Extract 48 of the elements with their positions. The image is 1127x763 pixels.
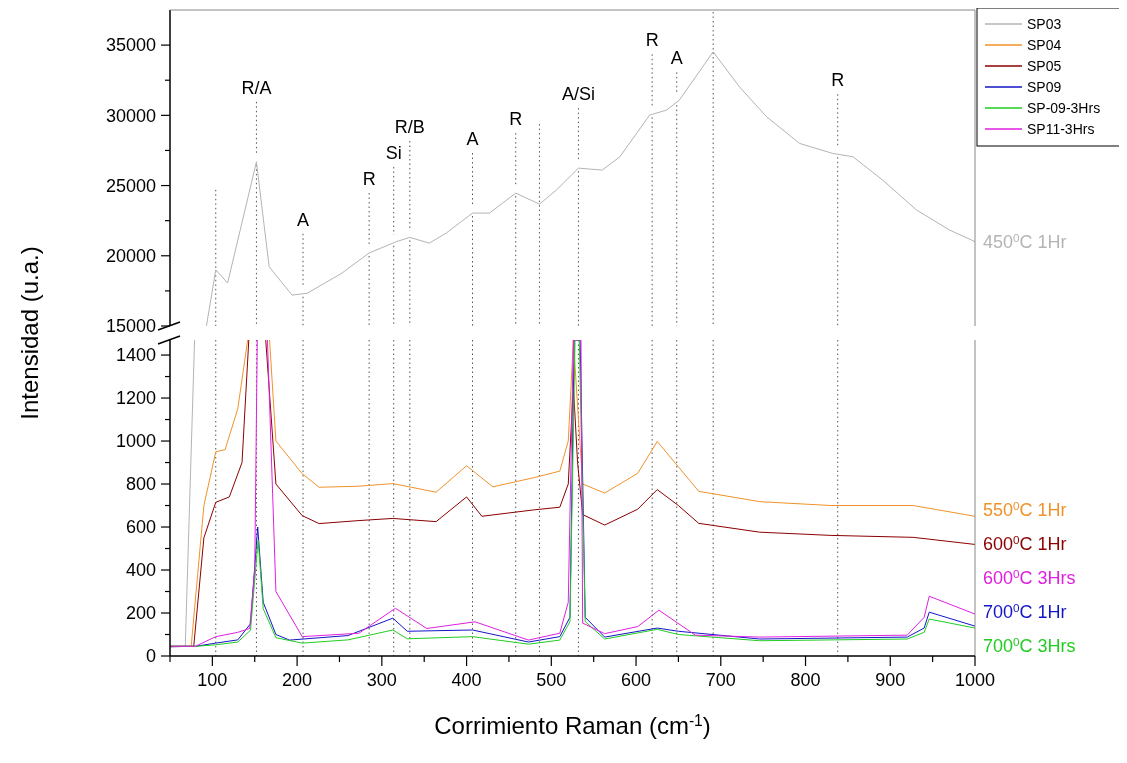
legend-label: SP-09-3Hrs: [1027, 99, 1101, 116]
y-tick-label: 35000: [105, 35, 156, 56]
legend-label: SP09: [1027, 78, 1062, 95]
y-axis-title: Intensidad (u.a.): [16, 246, 43, 420]
x-tick-label: 400: [451, 670, 482, 690]
text: 700$^{0}$C 1Hr: [983, 600, 1067, 623]
y-tick-label: 800: [125, 474, 156, 495]
ref-line-label: Si: [385, 142, 402, 163]
y-tick-label: 30000: [105, 105, 156, 126]
text: 600$^{0}$C 1Hr: [983, 532, 1067, 555]
legend-label: SP05: [1027, 57, 1062, 74]
legend-label: SP11-3Hrs: [1027, 120, 1095, 137]
x-tick-label: 900: [875, 670, 906, 690]
text: 600$^{0}$C 3Hrs: [983, 566, 1076, 589]
y-tick-label: 1000: [115, 431, 156, 452]
y-tick-label: 25000: [105, 175, 156, 196]
x-tick-label: 300: [366, 670, 397, 690]
legend-label: SP04: [1027, 36, 1062, 53]
x-tick-label: 100: [197, 670, 228, 690]
y-tick-label: 15000: [105, 316, 156, 337]
y-tick-label: 20000: [105, 246, 156, 267]
y-tick-label: 0: [145, 646, 156, 667]
text: 700$^{0}$C 3Hrs: [983, 634, 1076, 657]
legend-label: SP03: [1027, 15, 1062, 32]
y-tick-label: 1200: [115, 388, 156, 409]
ref-line-label: R: [362, 168, 376, 189]
ref-line-label: R: [509, 109, 523, 130]
x-tick-label: 600: [621, 670, 652, 690]
ref-line-label: R: [831, 70, 845, 91]
text: 450$^{0}$C 1Hr: [983, 230, 1067, 253]
text: 550$^{0}$C 1Hr: [983, 498, 1067, 521]
x-tick-label: 1000: [954, 670, 996, 690]
ref-line-label: A: [297, 209, 310, 230]
y-tick-label: 200: [125, 603, 156, 624]
ref-line-label: A: [466, 129, 479, 150]
ref-line-label: A: [670, 48, 683, 69]
x-tick-label: 700: [705, 670, 736, 690]
y-tick-label: 600: [125, 517, 156, 538]
ref-line-label: A/Si: [561, 84, 595, 105]
x-tick-label: 200: [282, 670, 313, 690]
x-tick-label: 800: [790, 670, 821, 690]
y-tick-label: 1400: [115, 345, 156, 366]
ref-line-label: R: [645, 30, 659, 51]
ref-line-label: R/A: [241, 77, 272, 98]
y-tick-label: 400: [125, 560, 156, 581]
x-axis-title: Corrimiento Raman (cm$^{-1}$): [434, 711, 711, 739]
ref-line-label: R/B: [394, 116, 425, 137]
x-tick-label: 500: [536, 670, 567, 690]
